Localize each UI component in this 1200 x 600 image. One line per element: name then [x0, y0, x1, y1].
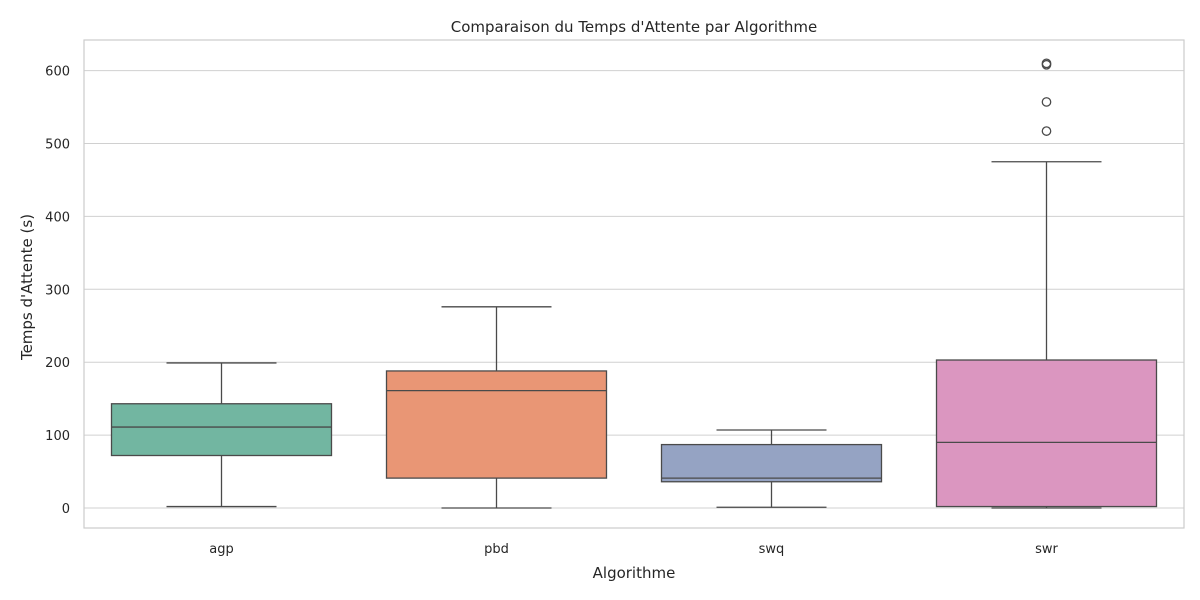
box-layer [110, 58, 1158, 509]
x-axis-label: Algorithme [593, 564, 676, 582]
box-group-agp [110, 362, 333, 508]
x-tick-label: swr [1035, 542, 1058, 557]
chart-title: Comparaison du Temps d'Attente par Algor… [451, 18, 817, 36]
outlier-point [1041, 97, 1052, 107]
y-tick-label: 200 [45, 356, 70, 371]
y-tick-label: 400 [45, 210, 70, 225]
x-tick-label: swq [759, 542, 785, 557]
box-agp [110, 403, 333, 457]
y-tick-label: 300 [45, 283, 70, 298]
outlier-point [1041, 58, 1052, 69]
y-tick-label: 500 [45, 138, 70, 153]
box-pbd [385, 370, 608, 479]
x-tick-label: agp [209, 542, 233, 557]
y-axis-label: Temps d'Attente (s) [18, 214, 36, 361]
plot-frame [83, 39, 1185, 529]
box-swr [935, 359, 1158, 508]
y-tick-label: 0 [62, 502, 70, 517]
box-group-swr [935, 58, 1158, 509]
outlier-point [1041, 126, 1052, 136]
box-group-swq [660, 429, 883, 508]
y-tick-label: 600 [45, 65, 70, 80]
box-group-pbd [385, 306, 608, 509]
box-swq [660, 443, 883, 483]
tick-layer: 0 100 200 300 400 500 600 agp pbd swq swr [45, 65, 1058, 557]
y-tick-label: 100 [45, 429, 70, 444]
x-tick-label: pbd [484, 542, 509, 557]
